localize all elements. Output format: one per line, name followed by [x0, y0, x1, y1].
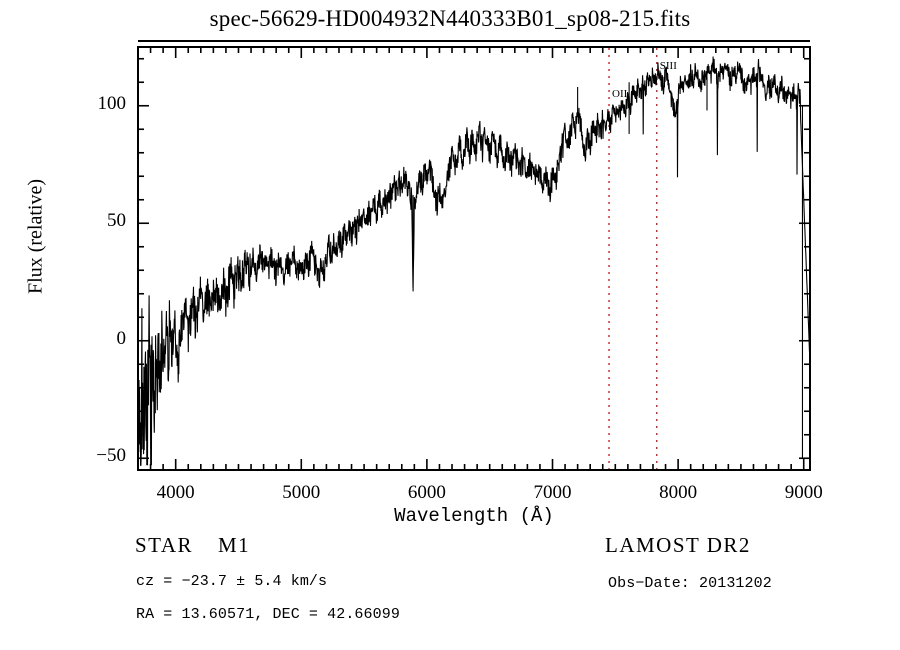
- x-tick-label: 6000: [407, 482, 446, 503]
- obs-date-label: Obs−Date: 20131202: [608, 575, 772, 592]
- x-tick-label: 4000: [156, 482, 195, 503]
- object-class-label: STAR: [135, 533, 193, 557]
- y-axis-label: Flux (relative): [24, 179, 47, 294]
- line-label-oii: OII: [612, 88, 628, 100]
- x-tick-label: 5000: [282, 482, 321, 503]
- page-title: spec-56629-HD004932N440333B01_sp08-215.f…: [209, 6, 691, 31]
- title-underline: [138, 40, 810, 42]
- redshift-velocity-label: cz = −23.7 ± 5.4 km/s: [136, 573, 328, 590]
- y-tick-label: 50: [107, 210, 126, 232]
- coordinates-label: RA = 13.60571, DEC = 42.66099: [136, 606, 400, 623]
- line-label-siii: SIII: [659, 60, 677, 72]
- y-tick-label: −50: [96, 445, 126, 467]
- plot-frame: [137, 46, 811, 471]
- x-tick-label: 7000: [533, 482, 572, 503]
- spectrum-trace: [137, 56, 811, 466]
- survey-label: LAMOST DR2: [605, 533, 751, 557]
- x-tick-label: 9000: [784, 482, 823, 503]
- y-tick-label: 0: [116, 327, 127, 349]
- object-subclass-label: M1: [218, 533, 251, 557]
- x-tick-label: 8000: [659, 482, 698, 503]
- y-tick-label: 100: [97, 92, 127, 114]
- x-axis-label: Wavelength (Å): [394, 505, 554, 527]
